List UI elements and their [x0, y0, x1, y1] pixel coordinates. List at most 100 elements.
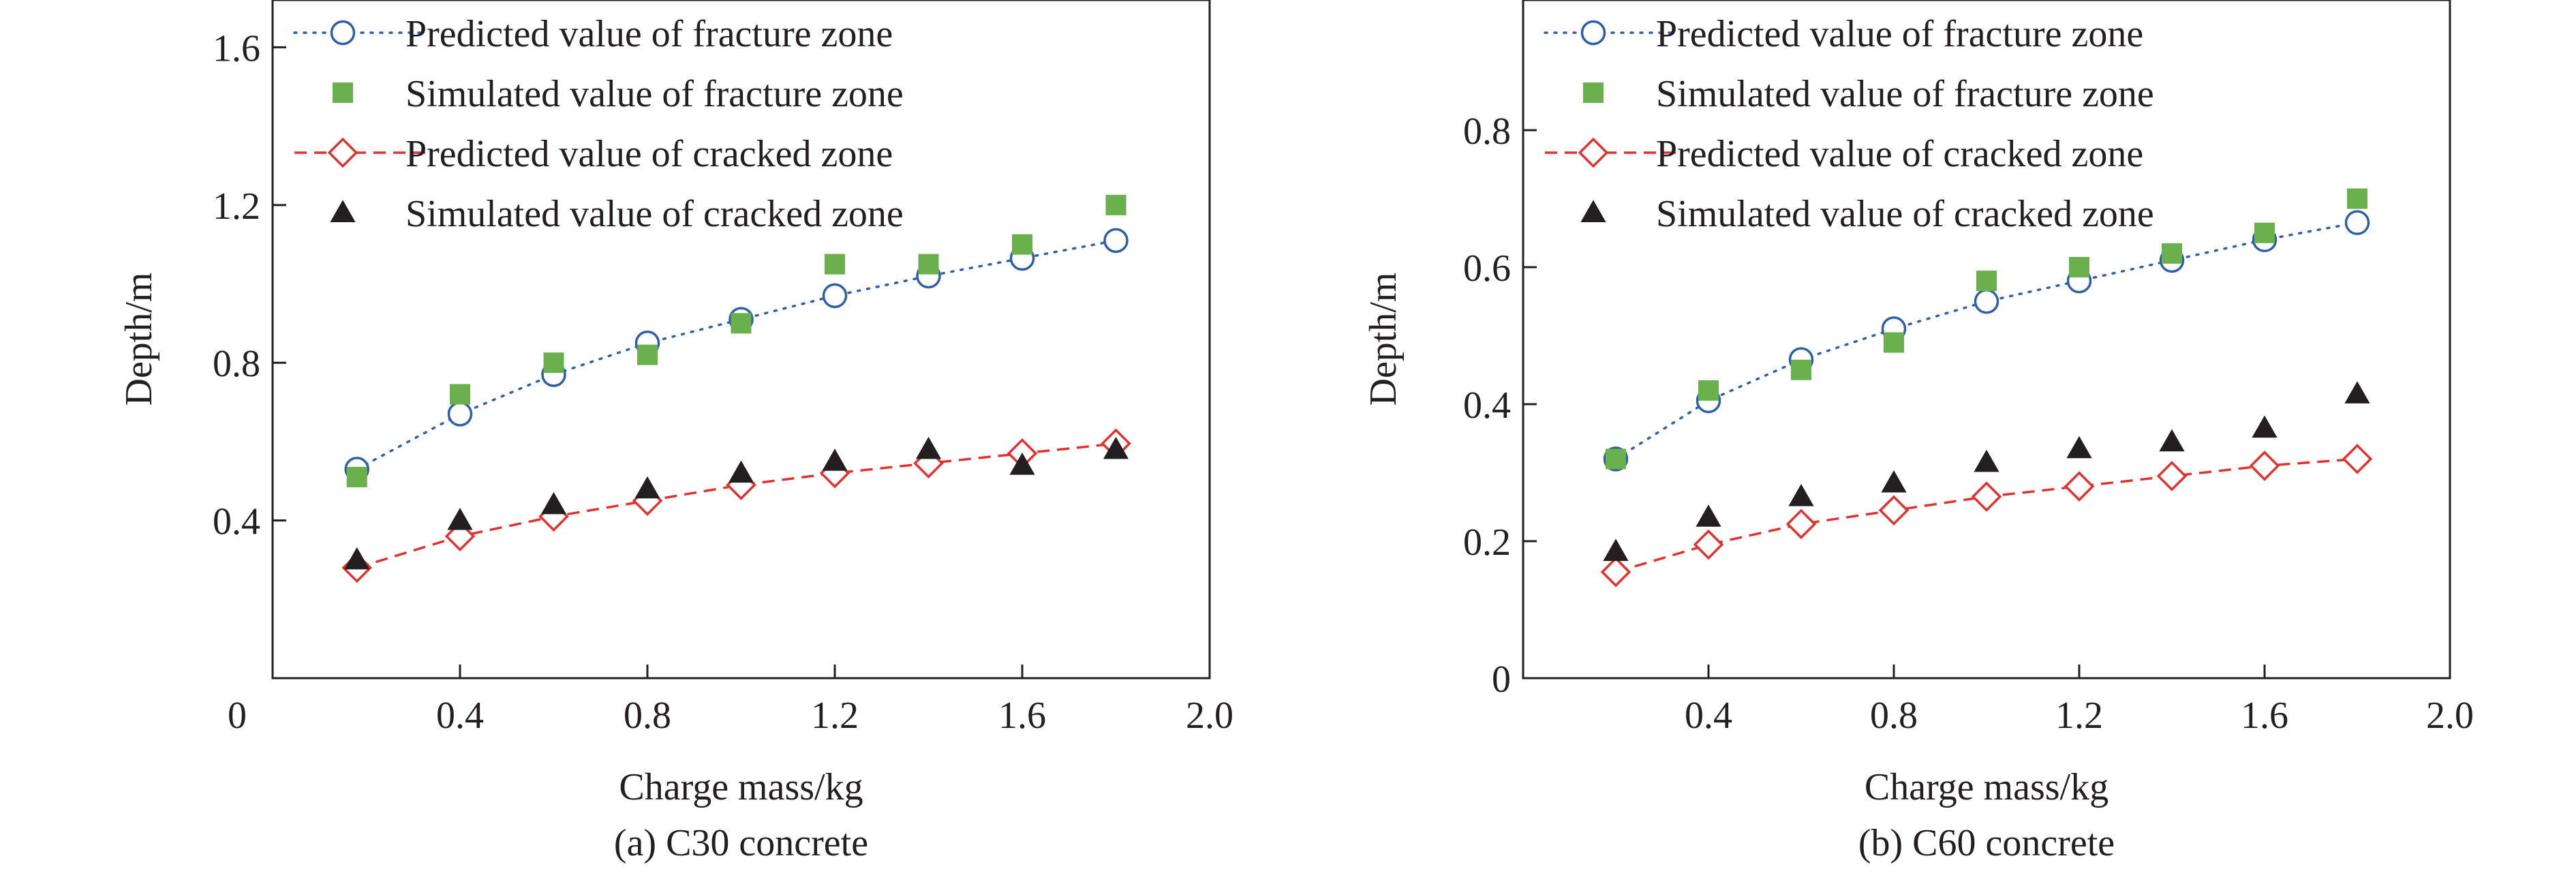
series-1	[1606, 188, 2367, 470]
x-tick-label: 0.4	[436, 695, 484, 737]
series-line	[356, 442, 1116, 569]
data-point	[1878, 495, 1910, 526]
data-point	[1012, 234, 1032, 255]
legend-label: Predicted value of cracked zone	[1656, 133, 2143, 175]
legend-marker	[327, 137, 358, 168]
data-point	[1884, 332, 1904, 353]
data-point	[1971, 481, 2002, 512]
data-point	[1788, 484, 1814, 506]
data-point	[2156, 461, 2188, 491]
data-point	[918, 254, 939, 275]
data-point	[1785, 508, 1817, 540]
data-point	[2252, 415, 2278, 438]
plot-frame	[271, 0, 1211, 680]
data-point	[344, 547, 370, 570]
panel-c60: 0.4 0.8 1.2 1.6 2.0 0 0.2 0.4 0.6 0.8 Charge mass/…	[1362, 0, 2474, 864]
data-point	[2254, 222, 2275, 243]
x-tick-label: 1.6	[2241, 695, 2288, 737]
data-point	[1103, 228, 1129, 254]
data-point	[2159, 429, 2185, 452]
panel-caption: (a) C30 concrete	[614, 822, 868, 864]
y-tick-label: 0.4	[1463, 384, 1511, 427]
data-point	[1606, 448, 1626, 470]
legend-label: Predicted value of fracture zone	[1656, 13, 2143, 55]
series-3	[1603, 381, 2370, 562]
legend: Predicted value of fracture zone Simulate…	[293, 13, 904, 235]
y-axis-label: Depth/m	[118, 273, 160, 406]
data-point	[2066, 436, 2092, 459]
data-point	[450, 384, 470, 405]
data-point	[447, 508, 473, 530]
origin-label: 0	[228, 695, 247, 737]
data-point	[346, 466, 367, 487]
data-point	[2344, 210, 2370, 235]
data-point	[825, 254, 845, 275]
data-point	[2344, 381, 2370, 403]
legend-marker	[1580, 200, 1606, 222]
data-point	[1976, 271, 1997, 292]
series-2	[1600, 444, 2373, 588]
legend: Predicted value of fracture zone Simulate…	[1544, 13, 2154, 235]
data-point	[2249, 451, 2280, 481]
x-tick-label: 2.0	[2426, 695, 2474, 737]
data-point	[1974, 288, 1999, 314]
y-axis-label: Depth/m	[1362, 273, 1405, 406]
y-tick-label: 1.6	[213, 27, 260, 70]
series-line	[1615, 457, 2358, 573]
series-2	[341, 428, 1131, 583]
series-line	[1614, 221, 2359, 461]
legend-marker	[330, 20, 356, 46]
legend-label: Predicted value of cracked zone	[405, 133, 893, 175]
legend-label: Predicted value of fracture zone	[405, 13, 893, 55]
data-point	[1693, 529, 1724, 560]
data-point	[1696, 504, 1721, 527]
x-tick-label: 2.0	[1186, 695, 1233, 737]
y-tick-label: 0.6	[1463, 247, 1511, 290]
data-point	[731, 313, 752, 334]
legend-marker	[1583, 82, 1604, 103]
data-point	[1600, 556, 1631, 588]
x-tick-label: 0.8	[624, 695, 671, 737]
data-point	[1603, 538, 1629, 562]
series-line	[356, 239, 1118, 471]
legend-marker	[1578, 137, 1609, 168]
data-point	[2069, 256, 2089, 277]
data-point	[822, 283, 848, 309]
legend-label: Simulated value of fracture zone	[405, 73, 904, 115]
data-point	[1103, 436, 1129, 459]
data-point	[1974, 449, 1999, 472]
legend-marker	[333, 82, 353, 103]
panel-caption: (b) C60 concrete	[1858, 822, 2115, 864]
data-point	[2162, 243, 2182, 264]
data-point	[1009, 453, 1035, 475]
x-tick-label: 1.2	[811, 695, 859, 737]
data-point	[634, 476, 660, 499]
y-tick-label: 0.2	[1463, 521, 1511, 564]
data-point	[540, 491, 567, 515]
data-point	[543, 352, 564, 374]
y-tick-label: 0.4	[213, 501, 260, 543]
data-point	[822, 448, 848, 471]
data-point	[637, 344, 658, 365]
x-tick-label: 1.2	[2055, 695, 2103, 737]
legend-marker	[330, 200, 356, 222]
x-axis-label: Charge mass/kg	[619, 766, 863, 808]
x-tick-label: 1.6	[998, 695, 1046, 737]
data-point	[2342, 444, 2373, 474]
data-point	[1105, 194, 1126, 215]
panel-c30: 0.4 0.8 1.2 1.6 2.0 0.4 0.8 1.2 1.6 0 Charge mass/…	[118, 0, 1233, 864]
series-0	[344, 228, 1129, 482]
data-point	[1881, 470, 1907, 493]
y-tick-label: 0.8	[213, 343, 260, 385]
series-3	[344, 436, 1129, 570]
legend-label: Simulated value of fracture zone	[1656, 73, 2154, 115]
data-point	[728, 460, 754, 483]
data-point	[915, 436, 942, 459]
legend-marker	[1580, 20, 1606, 46]
data-point	[2064, 471, 2095, 502]
plot-frame	[1522, 0, 2451, 680]
data-point	[447, 401, 473, 427]
x-axis-label: Charge mass/kg	[1865, 766, 2109, 808]
